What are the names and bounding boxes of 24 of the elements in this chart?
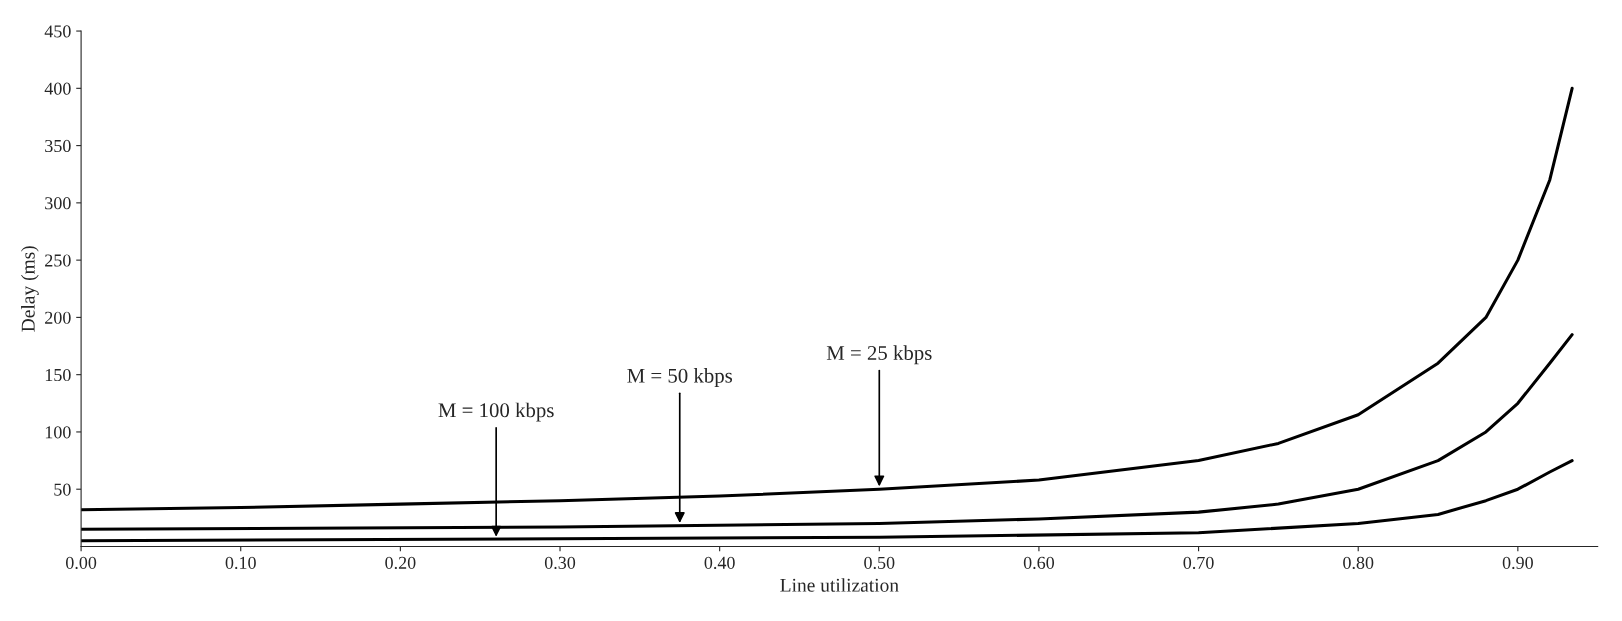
x-tick-label: 0.20 xyxy=(385,556,416,569)
y-tick-label: 350 xyxy=(45,139,71,153)
x-tick-label: 0.10 xyxy=(225,556,256,569)
x-axis-title: Line utilization xyxy=(780,578,899,592)
x-tick-label: 0.40 xyxy=(704,556,735,569)
y-tick-label: 150 xyxy=(45,368,71,382)
x-tick-label: 0.90 xyxy=(1502,556,1533,569)
y-axis-title: Delay (ms) xyxy=(21,246,39,332)
x-tick-label: 0.30 xyxy=(544,556,576,569)
y-tick-label: 250 xyxy=(45,254,71,267)
x-tick-label: 0.50 xyxy=(864,556,895,569)
x-tick-label: 0.70 xyxy=(1183,556,1214,569)
x-tick-label: 0.80 xyxy=(1343,556,1374,569)
y-tick-label: 50 xyxy=(54,483,71,496)
annotation: M = 25 kbps xyxy=(826,345,932,365)
y-tick-label: 450 xyxy=(44,25,71,38)
x-tick-label: 0.00 xyxy=(65,556,97,569)
y-tick-label: 400 xyxy=(44,82,71,95)
x-tick-label: 0.60 xyxy=(1023,556,1055,569)
y-tick-label: 300 xyxy=(45,197,71,210)
annotation: M = 50 kbps xyxy=(627,368,733,387)
y-tick-label: 100 xyxy=(45,426,71,439)
y-tick-label: 200 xyxy=(45,311,71,324)
annotation: M = 100 kbps xyxy=(438,402,554,422)
